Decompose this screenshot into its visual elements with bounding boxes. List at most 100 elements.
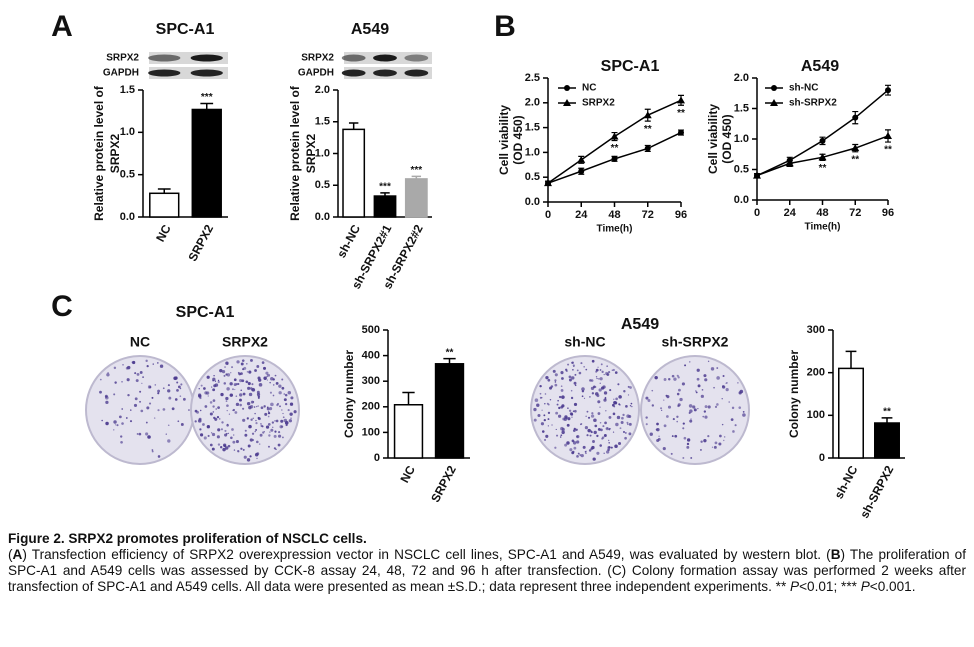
- legend-marker: [770, 99, 778, 106]
- colony: [206, 425, 211, 429]
- colony: [253, 406, 256, 408]
- y-tick-label: 0.0: [525, 196, 540, 208]
- colony: [557, 399, 559, 402]
- dish-label: sh-NC: [564, 334, 605, 350]
- colony: [254, 430, 256, 433]
- colony: [663, 399, 665, 401]
- significance-label: **: [677, 108, 685, 119]
- colony: [596, 451, 600, 455]
- x-tick-label: SRPX2: [428, 463, 459, 505]
- colony: [225, 396, 229, 401]
- colony: [265, 371, 269, 375]
- colony: [592, 440, 595, 443]
- colony: [99, 390, 102, 394]
- colony: [570, 389, 573, 392]
- colony: [113, 366, 117, 370]
- colony: [617, 383, 620, 386]
- colony: [246, 417, 249, 420]
- colony: [607, 446, 611, 450]
- colony: [612, 368, 615, 372]
- colony: [668, 377, 671, 381]
- colony: [248, 392, 253, 397]
- colony: [584, 450, 587, 453]
- colony: [554, 381, 557, 383]
- y-axis-label: (OD 450): [511, 115, 525, 164]
- colony: [279, 425, 283, 429]
- colony: [277, 443, 281, 447]
- colony: [243, 366, 247, 370]
- y-tick-label: 1.5: [525, 122, 540, 134]
- colony: [613, 398, 615, 400]
- colony: [692, 405, 696, 409]
- colony: [585, 368, 588, 371]
- colony: [611, 403, 615, 407]
- colony: [242, 418, 246, 422]
- colony: [690, 457, 693, 459]
- colony: [105, 400, 109, 405]
- colony: [599, 369, 602, 371]
- colony: [606, 365, 608, 367]
- colony: [290, 417, 292, 420]
- legend-marker: [563, 99, 571, 106]
- marker: [753, 171, 761, 179]
- colony: [721, 423, 724, 426]
- colony: [599, 377, 603, 381]
- colony: [270, 376, 274, 381]
- colony: [663, 424, 667, 428]
- y-axis-label: Relative protein level of: [92, 85, 106, 221]
- colony: [120, 435, 123, 438]
- colony: [711, 446, 714, 448]
- colony: [113, 429, 115, 431]
- colony: [689, 361, 691, 363]
- colony: [576, 369, 579, 372]
- colony: [114, 424, 117, 426]
- colony: [157, 392, 160, 395]
- colony: [543, 418, 546, 422]
- colony: [211, 386, 213, 388]
- colony: [558, 395, 562, 399]
- colony: [645, 416, 648, 419]
- colony: [228, 413, 231, 415]
- colony: [543, 414, 546, 417]
- y-tick-label: 0: [819, 452, 825, 464]
- colony: [176, 381, 179, 384]
- colony: [567, 363, 570, 366]
- colony: [270, 402, 274, 407]
- colony: [701, 388, 704, 391]
- colony: [231, 366, 234, 369]
- colony: [288, 419, 293, 423]
- colony: [271, 421, 275, 424]
- colony: [716, 367, 719, 370]
- colony: [728, 401, 730, 403]
- colony: [268, 410, 270, 412]
- colony: [215, 408, 217, 410]
- colony: [256, 365, 260, 368]
- bar: [149, 192, 180, 218]
- colony: [260, 422, 262, 425]
- colony: [618, 403, 621, 406]
- colony: [723, 439, 725, 442]
- colony: [266, 374, 269, 376]
- y-tick-label: 2.0: [315, 84, 330, 96]
- colony: [212, 379, 214, 382]
- colony: [576, 434, 580, 439]
- colony: [655, 428, 658, 431]
- bar: [342, 128, 366, 218]
- colony: [248, 424, 252, 429]
- colony: [620, 420, 624, 424]
- colony: [561, 395, 565, 399]
- colony: [704, 405, 708, 409]
- colony: [280, 419, 284, 423]
- colony: [616, 415, 621, 420]
- colony: [199, 433, 204, 437]
- colony: [236, 360, 240, 364]
- colony: [255, 428, 258, 431]
- colony: [240, 447, 243, 450]
- colony: [695, 391, 698, 394]
- colony: [281, 409, 283, 411]
- colony: [244, 429, 247, 432]
- colony: [122, 363, 124, 366]
- y-tick-label: 1.5: [120, 84, 135, 96]
- colony: [290, 396, 294, 400]
- colony: [573, 446, 577, 450]
